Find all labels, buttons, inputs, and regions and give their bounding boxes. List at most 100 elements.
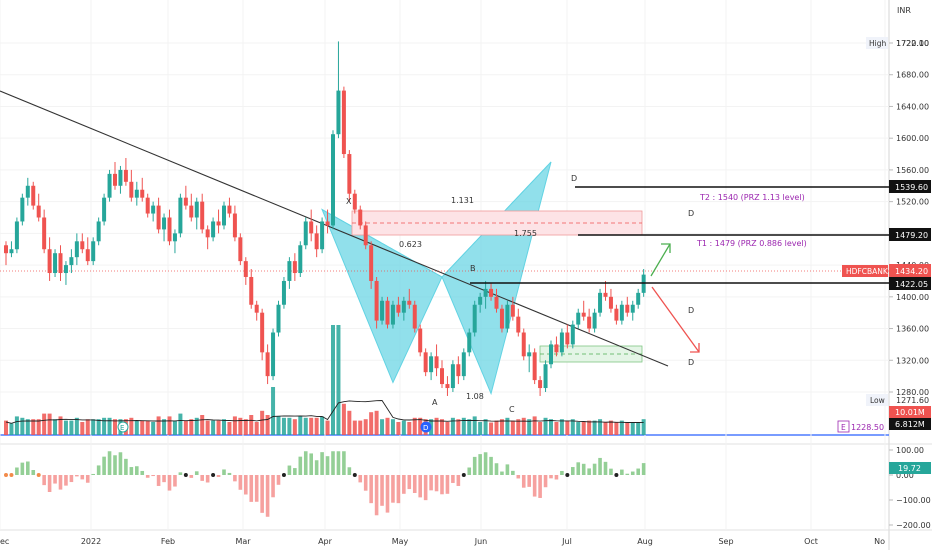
volume-bar <box>276 416 281 435</box>
volume-bar <box>543 417 548 435</box>
svg-text:HDFCBANK: HDFCBANK <box>846 267 889 276</box>
osc-bar <box>26 461 30 475</box>
volume-bar <box>630 422 635 435</box>
candle <box>352 189 357 214</box>
volume-bar <box>587 420 592 435</box>
osc-bar <box>303 451 308 475</box>
candle <box>385 296 390 329</box>
candle <box>401 296 406 321</box>
candle <box>113 161 117 190</box>
candle <box>396 296 401 317</box>
candle <box>292 253 297 281</box>
time-tick-label: Apr <box>318 537 333 546</box>
osc-bar <box>320 452 324 475</box>
volume-bar <box>401 420 406 435</box>
candle <box>249 269 254 309</box>
osc-bar <box>598 457 602 475</box>
volume-bar <box>183 420 188 435</box>
candle <box>151 201 156 222</box>
candle <box>178 193 183 238</box>
low-value: 1271.60 <box>896 396 929 405</box>
volume-bar <box>129 417 134 435</box>
candle <box>314 225 319 258</box>
osc-bar <box>363 475 368 491</box>
osc-bar <box>560 470 564 475</box>
osc-bar <box>75 475 79 477</box>
osc-bar <box>549 475 553 479</box>
price-tick-label: 1280.00 <box>896 388 929 397</box>
volume-bar <box>167 416 172 435</box>
osc-bar <box>407 475 412 490</box>
candle <box>47 237 52 281</box>
fib-1755-label: 1.755 <box>514 229 537 238</box>
osc-bar <box>402 475 406 494</box>
bullish-arrow[interactable] <box>650 243 671 277</box>
candle <box>619 300 624 325</box>
volume-bar <box>347 410 352 435</box>
osc-bar <box>396 475 401 504</box>
candle <box>608 288 613 313</box>
bearish-arrow[interactable] <box>651 286 700 353</box>
volume-bar <box>314 417 319 435</box>
osc-bar <box>521 475 526 488</box>
dividend-marker[interactable]: D <box>420 421 432 433</box>
earnings-marker[interactable]: E <box>117 421 129 433</box>
osc-bar <box>543 475 548 488</box>
candle <box>549 340 553 369</box>
candle <box>581 300 586 321</box>
osc-bar <box>135 466 139 475</box>
osc-bar <box>113 455 117 475</box>
osc-bar <box>47 475 52 492</box>
candle <box>418 324 423 357</box>
candle <box>309 209 314 242</box>
volume-bar <box>63 420 68 435</box>
candle <box>42 209 47 254</box>
osc-bar <box>609 468 613 475</box>
volume-bar <box>554 422 559 435</box>
osc-bar <box>64 475 68 486</box>
candle <box>80 233 85 254</box>
candle <box>167 209 172 246</box>
candle <box>331 130 335 230</box>
volume-bar <box>380 419 385 435</box>
volume-bars <box>4 325 646 435</box>
osc-zero-dot <box>352 473 357 477</box>
volume-bar <box>358 420 363 435</box>
volume-bar <box>292 419 297 435</box>
time-tick-label: May <box>392 537 409 546</box>
candle <box>494 288 499 313</box>
high-value: 1722.10 <box>896 39 929 48</box>
candle <box>434 344 439 377</box>
osc-bar <box>178 472 183 475</box>
osc-bar <box>151 475 155 477</box>
osc-bar <box>156 475 161 486</box>
projection-d1: D <box>688 209 694 218</box>
volume-bar <box>549 419 553 435</box>
volume-bar <box>243 419 248 435</box>
volume-bar <box>434 417 439 435</box>
candle <box>336 41 341 139</box>
osc-bar <box>233 475 237 482</box>
candle <box>31 181 36 210</box>
volume-bar <box>445 422 450 435</box>
osc-bar <box>385 475 390 513</box>
candle <box>4 241 8 266</box>
svg-text:D: D <box>423 424 428 432</box>
osc-tick-label: −200.00 <box>896 521 931 530</box>
osc-bar <box>271 475 275 498</box>
candle <box>227 197 232 218</box>
symbol-badge[interactable] <box>842 265 888 277</box>
volume-bar <box>527 419 532 435</box>
event-badge[interactable] <box>837 420 850 433</box>
trend-line[interactable] <box>0 90 669 367</box>
volume-tag-1 <box>889 406 931 418</box>
time-tick-label: Aug <box>637 537 653 546</box>
svg-text:19.72: 19.72 <box>898 464 921 473</box>
candle <box>374 276 379 329</box>
volume-bar <box>440 419 444 435</box>
osc-bar <box>216 475 221 477</box>
candle <box>232 205 237 242</box>
osc-value-tag <box>889 462 931 474</box>
time-tick-label: Oct <box>804 537 818 546</box>
pattern-triangle-xab[interactable] <box>321 208 443 384</box>
